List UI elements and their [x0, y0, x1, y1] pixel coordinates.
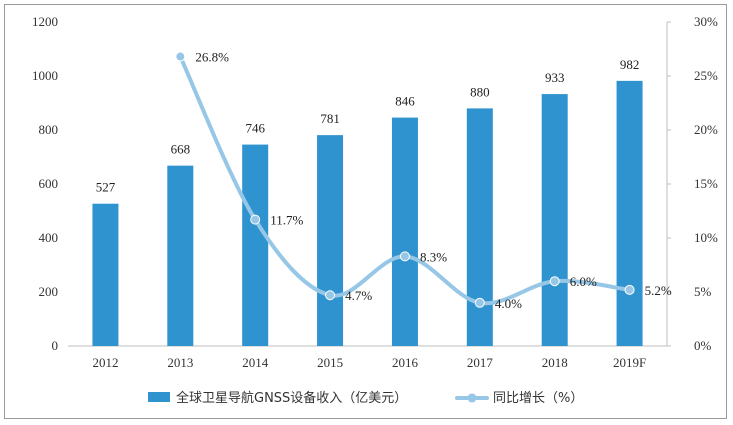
- x-tick-label: 2015: [317, 355, 343, 370]
- x-tick-label: 2013: [167, 355, 193, 370]
- left-y-tick-label: 1200: [32, 14, 58, 29]
- axes: 0 200 400 600 800 1000 1200 0% 5% 10% 15% 20% 25% 30%…: [32, 14, 718, 370]
- x-tick-label: 2019F: [613, 355, 646, 370]
- left-y-tick-label: 0: [52, 338, 59, 353]
- bar: [541, 94, 568, 346]
- bar: [242, 144, 269, 346]
- right-y-tick-label: 20%: [694, 122, 718, 137]
- right-y-tick-label: 0%: [694, 338, 712, 353]
- line-series: [175, 51, 635, 308]
- legend-line-label: 同比增长（%）: [493, 391, 583, 406]
- growth-value-label: 4.7%: [345, 288, 372, 303]
- bar: [92, 203, 119, 346]
- growth-point: [624, 284, 635, 295]
- growth-point: [250, 214, 261, 225]
- growth-value-label: 26.8%: [195, 50, 229, 65]
- right-y-tick-label: 10%: [694, 230, 718, 245]
- x-tick-label: 2014: [242, 355, 269, 370]
- growth-value-label: 11.7%: [270, 213, 303, 228]
- legend: 全球卫星导航GNSS设备收入（亿美元） 同比增长（%）: [148, 390, 583, 406]
- bar: [391, 117, 418, 346]
- legend-bar-label: 全球卫星导航GNSS设备收入（亿美元）: [176, 390, 407, 406]
- data-labels: 527 668 746 781 846 880 933 982 26.8% 11.7% 4.7% 8.…: [96, 50, 672, 311]
- x-tick-label: 2018: [542, 355, 568, 370]
- legend-bar-swatch: [148, 392, 170, 402]
- growth-value-label: 5.2%: [645, 283, 672, 298]
- bar-value-label: 668: [171, 142, 191, 157]
- bar: [317, 135, 344, 346]
- bar-value-label: 982: [620, 57, 640, 72]
- left-y-tick-label: 400: [39, 230, 59, 245]
- growth-point: [175, 51, 186, 62]
- growth-point: [549, 276, 560, 287]
- right-y-tick-label: 30%: [694, 14, 718, 29]
- bar: [167, 165, 194, 346]
- bar-value-label: 527: [96, 180, 116, 195]
- growth-line: [178, 54, 632, 306]
- growth-point: [399, 251, 410, 262]
- growth-value-label: 8.3%: [420, 249, 447, 264]
- bar-value-label: 781: [320, 111, 340, 126]
- chart-frame: [4, 4, 727, 419]
- bar-value-label: 880: [470, 84, 490, 99]
- x-tick-label: 2016: [392, 355, 419, 370]
- right-y-tick-label: 15%: [694, 176, 718, 191]
- bar-value-label: 846: [395, 94, 415, 109]
- bar-series: [92, 80, 643, 347]
- bar: [466, 108, 493, 347]
- growth-value-label: 6.0%: [570, 274, 597, 289]
- left-y-tick-label: 600: [39, 176, 59, 191]
- growth-point: [474, 297, 485, 308]
- growth-point: [325, 290, 336, 301]
- bar-value-label: 933: [545, 70, 565, 85]
- legend-line-marker: [467, 393, 477, 403]
- left-y-tick-label: 800: [39, 122, 59, 137]
- right-y-tick-label: 5%: [694, 284, 712, 299]
- growth-value-label: 4.0%: [495, 296, 522, 311]
- right-y-tick-label: 25%: [694, 68, 718, 83]
- bar-value-label: 746: [245, 121, 265, 136]
- x-tick-label: 2017: [467, 355, 494, 370]
- left-y-tick-label: 1000: [32, 68, 58, 83]
- left-y-tick-label: 200: [39, 284, 59, 299]
- x-tick-label: 2012: [92, 355, 118, 370]
- bar: [616, 80, 643, 347]
